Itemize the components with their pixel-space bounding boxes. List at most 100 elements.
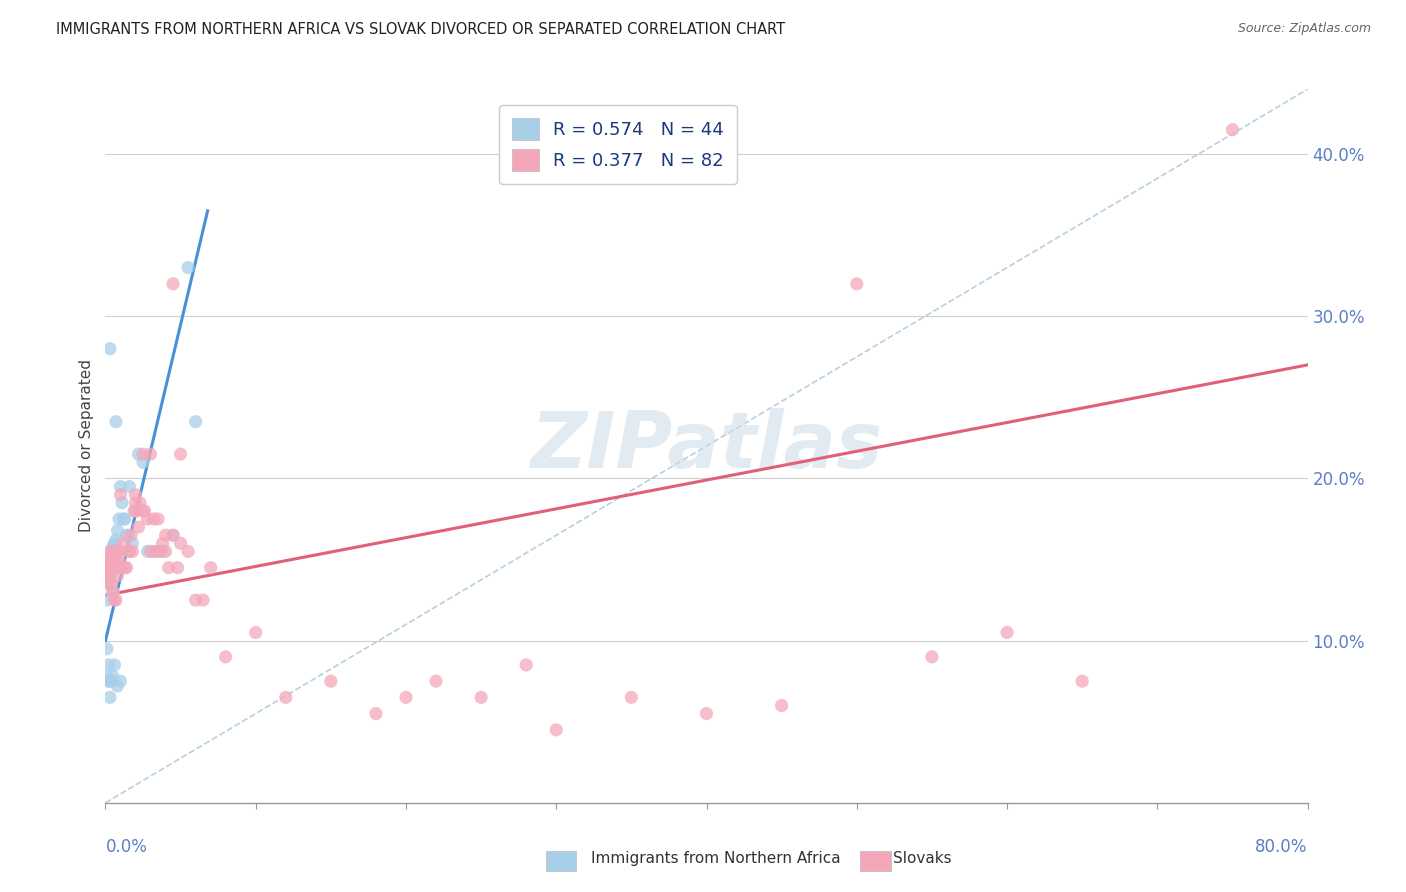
Point: [114, 560, 136, 574]
Point: [395, 690, 418, 705]
Point: [152, 536, 174, 550]
Point: [96, 556, 118, 570]
Point: [142, 512, 165, 526]
Point: [104, 593, 127, 607]
Point: [103, 593, 125, 607]
Point: [121, 544, 143, 558]
Point: [184, 593, 207, 607]
Point: [112, 536, 135, 550]
Point: [1071, 674, 1094, 689]
Point: [157, 560, 180, 574]
Point: [155, 528, 177, 542]
Point: [125, 504, 148, 518]
Point: [98, 556, 121, 570]
Point: [108, 512, 131, 526]
Point: [120, 528, 142, 542]
Point: [103, 657, 125, 672]
Point: [124, 504, 146, 518]
Point: [107, 568, 129, 582]
Point: [97, 560, 120, 574]
Point: [146, 512, 169, 526]
Point: [103, 544, 125, 558]
Point: [132, 455, 155, 469]
Point: [101, 669, 124, 683]
Point: [184, 415, 207, 429]
Point: [98, 556, 121, 570]
Point: [97, 552, 120, 566]
Point: [101, 552, 124, 566]
Point: [162, 528, 184, 542]
Point: [108, 544, 131, 558]
Point: [214, 649, 236, 664]
Point: [110, 674, 132, 689]
Point: [124, 488, 146, 502]
Point: [100, 560, 122, 574]
Point: [112, 512, 135, 526]
Point: [96, 669, 118, 683]
Point: [98, 544, 121, 558]
Y-axis label: Divorced or Separated: Divorced or Separated: [79, 359, 94, 533]
Point: [100, 674, 122, 689]
Point: [470, 690, 492, 705]
Point: [115, 560, 138, 574]
Point: [104, 552, 127, 566]
Point: [98, 674, 121, 689]
Point: [110, 488, 132, 502]
Point: [97, 568, 120, 582]
Point: [107, 544, 129, 558]
Point: [921, 649, 943, 664]
Point: [103, 536, 125, 550]
Point: [103, 556, 125, 570]
Point: [100, 552, 122, 566]
Point: [995, 625, 1018, 640]
Point: [132, 504, 155, 518]
Point: [177, 544, 200, 558]
Point: [108, 560, 131, 574]
Point: [100, 544, 122, 558]
Point: [425, 674, 447, 689]
Point: [100, 577, 122, 591]
Point: [96, 568, 118, 582]
Point: [515, 657, 537, 672]
Point: [96, 568, 118, 582]
Point: [155, 544, 177, 558]
Point: [177, 260, 200, 275]
Point: [110, 556, 132, 570]
Point: [132, 447, 155, 461]
Text: Source: ZipAtlas.com: Source: ZipAtlas.com: [1237, 22, 1371, 36]
Point: [136, 512, 159, 526]
Point: [139, 447, 162, 461]
Point: [98, 577, 121, 591]
Point: [111, 560, 134, 574]
Point: [770, 698, 793, 713]
Point: [245, 625, 267, 640]
Point: [546, 723, 568, 737]
Point: [110, 479, 132, 493]
Point: [97, 560, 120, 574]
Point: [169, 447, 191, 461]
Point: [148, 544, 170, 558]
Point: [162, 277, 184, 291]
Point: [319, 674, 342, 689]
Point: [97, 657, 120, 672]
Text: Slovaks: Slovaks: [893, 851, 952, 865]
Point: [96, 560, 118, 574]
Point: [1222, 122, 1244, 136]
Point: [169, 536, 191, 550]
Point: [104, 560, 127, 574]
Text: 80.0%: 80.0%: [1256, 838, 1308, 856]
Point: [107, 679, 129, 693]
Text: 0.0%: 0.0%: [105, 838, 148, 856]
Point: [145, 544, 167, 558]
Point: [101, 585, 124, 599]
Text: IMMIGRANTS FROM NORTHERN AFRICA VS SLOVAK DIVORCED OR SEPARATED CORRELATION CHAR: IMMIGRANTS FROM NORTHERN AFRICA VS SLOVA…: [56, 22, 786, 37]
Point: [696, 706, 718, 721]
Point: [191, 593, 214, 607]
Point: [101, 585, 124, 599]
Point: [98, 690, 121, 705]
Legend: R = 0.574   N = 44, R = 0.377   N = 82: R = 0.574 N = 44, R = 0.377 N = 82: [499, 105, 737, 184]
Point: [115, 528, 138, 542]
Point: [117, 544, 139, 558]
Point: [136, 544, 159, 558]
Point: [97, 674, 120, 689]
